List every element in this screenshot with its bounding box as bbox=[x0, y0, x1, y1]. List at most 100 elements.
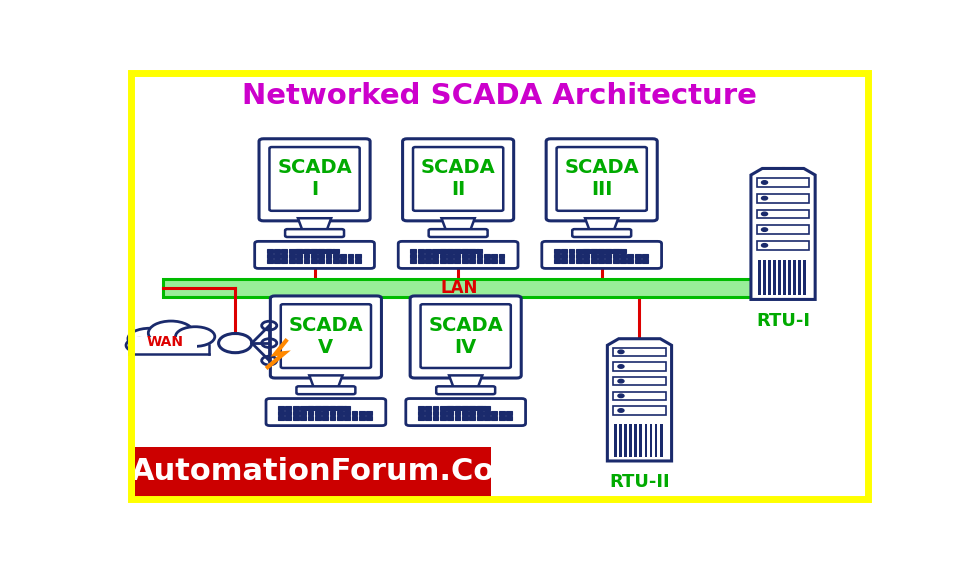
Circle shape bbox=[618, 394, 624, 397]
Bar bbox=[425, 259, 431, 263]
Bar bbox=[582, 249, 621, 253]
Bar bbox=[432, 249, 438, 253]
FancyBboxPatch shape bbox=[403, 139, 514, 221]
Bar bbox=[440, 259, 446, 263]
Bar bbox=[757, 178, 809, 187]
Bar bbox=[794, 260, 796, 295]
Bar bbox=[289, 249, 294, 253]
Bar bbox=[462, 254, 468, 258]
Bar bbox=[330, 411, 335, 416]
Bar bbox=[462, 259, 468, 263]
Bar bbox=[306, 407, 345, 411]
Bar bbox=[326, 259, 332, 263]
Bar bbox=[491, 411, 497, 416]
FancyBboxPatch shape bbox=[572, 229, 631, 237]
Bar bbox=[484, 407, 489, 411]
Bar bbox=[643, 259, 648, 263]
Bar bbox=[326, 254, 332, 258]
Bar bbox=[598, 254, 604, 258]
Bar bbox=[344, 416, 350, 420]
Bar bbox=[448, 416, 453, 420]
Text: SCADA
I: SCADA I bbox=[277, 158, 352, 200]
Bar bbox=[498, 259, 504, 263]
Bar bbox=[344, 411, 350, 416]
Bar bbox=[292, 407, 298, 411]
Bar bbox=[410, 254, 416, 258]
Bar bbox=[355, 254, 361, 258]
Bar bbox=[454, 259, 460, 263]
Bar bbox=[418, 416, 424, 420]
Bar bbox=[292, 416, 298, 420]
Polygon shape bbox=[309, 375, 342, 388]
Bar bbox=[598, 249, 604, 253]
Bar bbox=[568, 249, 574, 253]
Bar bbox=[562, 254, 567, 258]
Bar bbox=[433, 407, 439, 411]
Bar bbox=[425, 249, 431, 253]
Bar bbox=[289, 254, 294, 258]
Bar bbox=[418, 411, 424, 416]
Bar bbox=[469, 411, 475, 416]
Bar bbox=[410, 259, 416, 263]
Bar bbox=[289, 259, 294, 263]
Bar bbox=[454, 249, 460, 253]
Bar bbox=[282, 254, 288, 258]
Bar bbox=[562, 259, 567, 263]
Bar bbox=[568, 259, 574, 263]
Bar bbox=[274, 249, 280, 253]
Bar bbox=[620, 249, 626, 253]
Bar bbox=[315, 411, 321, 416]
Bar bbox=[432, 254, 438, 258]
Bar bbox=[614, 424, 617, 456]
Bar bbox=[274, 259, 280, 263]
Bar bbox=[568, 254, 574, 258]
Bar bbox=[425, 407, 431, 411]
Polygon shape bbox=[442, 218, 475, 230]
Bar bbox=[130, 337, 197, 354]
Bar bbox=[332, 259, 338, 263]
Bar bbox=[307, 416, 313, 420]
Polygon shape bbox=[585, 218, 618, 230]
Bar bbox=[613, 407, 666, 414]
Bar bbox=[554, 254, 560, 258]
Bar bbox=[499, 416, 505, 420]
Bar bbox=[446, 407, 486, 411]
Bar bbox=[330, 407, 335, 411]
Bar bbox=[315, 407, 321, 411]
Bar bbox=[448, 259, 453, 263]
Bar bbox=[469, 249, 475, 253]
Circle shape bbox=[618, 350, 624, 354]
Bar bbox=[484, 254, 489, 258]
Bar bbox=[773, 260, 776, 295]
Bar bbox=[469, 259, 475, 263]
FancyBboxPatch shape bbox=[269, 147, 360, 211]
Bar bbox=[803, 260, 806, 295]
FancyBboxPatch shape bbox=[266, 399, 386, 426]
Bar bbox=[433, 416, 439, 420]
Ellipse shape bbox=[148, 321, 194, 345]
Bar bbox=[583, 254, 589, 258]
FancyBboxPatch shape bbox=[546, 139, 657, 221]
Bar bbox=[315, 416, 321, 420]
Bar bbox=[282, 249, 288, 253]
FancyBboxPatch shape bbox=[542, 242, 662, 268]
Text: RTU-II: RTU-II bbox=[609, 473, 670, 491]
Bar bbox=[477, 254, 483, 258]
Bar bbox=[598, 259, 604, 263]
FancyBboxPatch shape bbox=[413, 147, 503, 211]
Bar bbox=[303, 254, 309, 258]
Circle shape bbox=[618, 365, 624, 368]
Bar bbox=[267, 259, 273, 263]
Bar bbox=[278, 411, 284, 416]
Bar bbox=[337, 411, 343, 416]
Polygon shape bbox=[449, 375, 483, 388]
Bar bbox=[484, 411, 489, 416]
Bar bbox=[352, 416, 358, 420]
Polygon shape bbox=[751, 168, 815, 299]
FancyBboxPatch shape bbox=[281, 304, 371, 368]
Bar bbox=[448, 411, 453, 416]
Text: AutomationForum.Co: AutomationForum.Co bbox=[131, 457, 495, 486]
Bar bbox=[425, 254, 431, 258]
Circle shape bbox=[761, 196, 767, 200]
Bar bbox=[332, 249, 338, 253]
